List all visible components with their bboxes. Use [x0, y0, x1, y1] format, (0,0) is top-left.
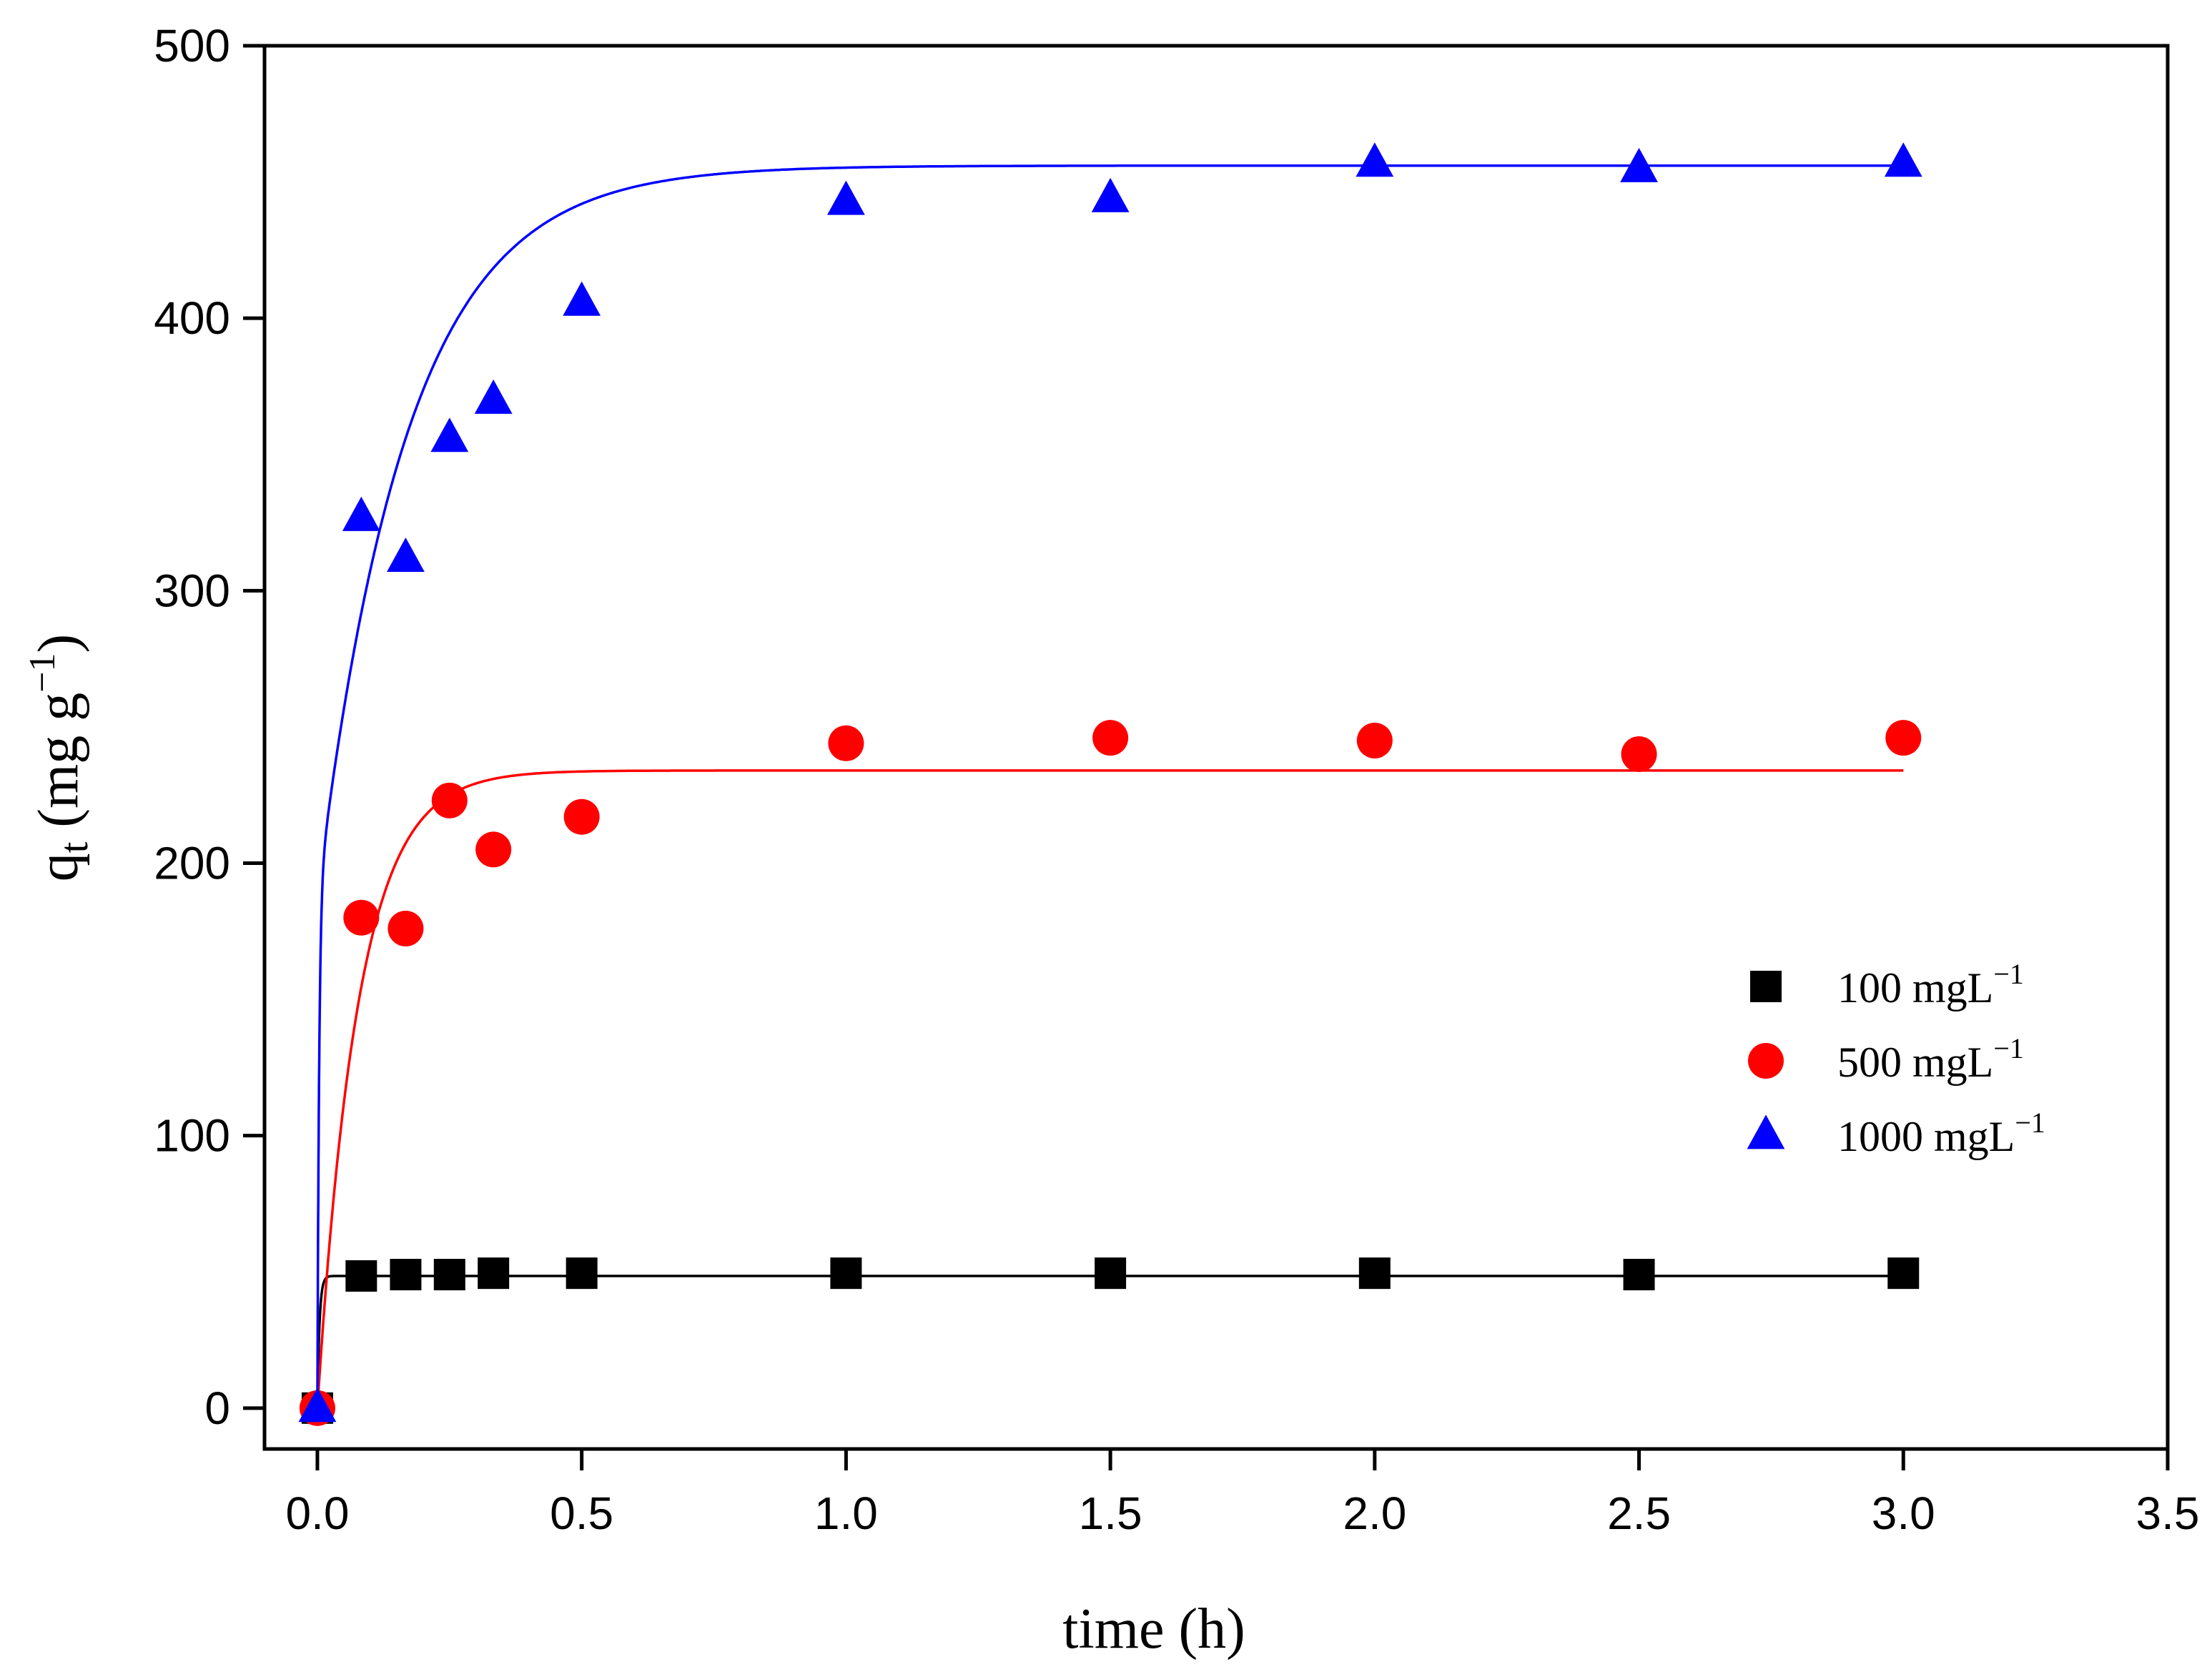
- y-axis-title-base: q: [27, 853, 90, 881]
- legend-label: 100 mgL−1: [1837, 958, 2024, 1011]
- data-point-square: [478, 1257, 510, 1290]
- y-tick-label: 500: [154, 20, 230, 71]
- x-tick-label: 3.5: [2136, 1488, 2200, 1539]
- x-tick-label: 3.0: [1872, 1488, 1935, 1539]
- y-tick-label: 300: [154, 565, 230, 616]
- data-point-triangle: [474, 379, 513, 414]
- legend-label-text: 100 mgL: [1837, 964, 1993, 1011]
- data-point-square: [433, 1259, 465, 1291]
- data-point-triangle: [1091, 177, 1130, 212]
- x-tick-label: 1.5: [1079, 1488, 1142, 1539]
- data-point-triangle: [387, 537, 425, 572]
- legend-label-sup: −1: [2015, 1107, 2045, 1139]
- data-point-square: [1887, 1257, 1920, 1290]
- fit-curve-circle: [316, 769, 1904, 1410]
- y-axis-title-unit-sup: −1: [22, 653, 63, 692]
- legend-label-sup: −1: [1993, 1032, 2024, 1064]
- legend-marker-triangle: [1747, 1114, 1785, 1149]
- x-axis-title: time (h): [1062, 1598, 1245, 1661]
- fit-curve-triangle: [316, 164, 1904, 1408]
- data-point-circle: [475, 831, 512, 868]
- y-axis-title-unit-close: ): [27, 634, 90, 653]
- legend-label: 1000 mgL−1: [1837, 1107, 2045, 1160]
- data-point-circle: [563, 798, 600, 835]
- data-point-square: [566, 1257, 598, 1290]
- legend-label-text: 500 mgL: [1837, 1039, 1993, 1086]
- data-point-square: [1623, 1259, 1655, 1291]
- data-point-square: [345, 1260, 377, 1292]
- legend-marker-square: [1750, 971, 1782, 1002]
- y-axis-title-unit: (mg g: [27, 693, 90, 842]
- data-point-triangle: [298, 1387, 337, 1423]
- data-point-circle: [431, 782, 468, 818]
- data-point-square: [1358, 1257, 1391, 1290]
- y-tick-label: 200: [154, 837, 230, 889]
- data-point-square: [1095, 1257, 1127, 1290]
- data-markers: [298, 142, 1922, 1426]
- x-tick-label: 1.0: [814, 1488, 878, 1539]
- y-tick-label: 100: [154, 1110, 230, 1162]
- x-tick-label: 2.0: [1343, 1488, 1406, 1539]
- data-point-triangle: [1620, 147, 1658, 182]
- data-point-square: [390, 1259, 422, 1291]
- y-tick-label: 400: [154, 292, 230, 344]
- data-point-triangle: [563, 281, 601, 316]
- x-tick-label: 0.0: [285, 1488, 349, 1539]
- data-point-circle: [1885, 720, 1922, 756]
- data-point-circle: [1092, 720, 1129, 756]
- data-point-circle: [1356, 722, 1393, 758]
- y-axis-ticks: 0 100 200 300 400 500: [154, 20, 265, 1434]
- x-tick-label: 0.5: [550, 1488, 613, 1539]
- data-point-circle: [343, 899, 380, 936]
- plot-frame: [262, 44, 2170, 1451]
- legend-label-text: 1000 mgL: [1837, 1113, 2015, 1160]
- data-point-triangle: [826, 180, 865, 215]
- data-point-square: [830, 1257, 862, 1290]
- legend-label-sup: −1: [1993, 958, 2024, 990]
- data-point-triangle: [1356, 142, 1394, 177]
- data-point-triangle: [430, 417, 469, 452]
- y-axis-title: qt (mg g−1): [22, 634, 97, 881]
- y-tick-label: 0: [204, 1382, 230, 1434]
- data-point-triangle: [1884, 142, 1922, 177]
- data-point-triangle: [342, 496, 380, 531]
- data-point-circle: [387, 910, 424, 946]
- data-point-circle: [828, 725, 864, 761]
- legend-marker-circle: [1748, 1043, 1784, 1079]
- data-point-circle: [1621, 736, 1657, 773]
- x-tick-label: 2.5: [1607, 1488, 1671, 1539]
- legend-label: 500 mgL−1: [1837, 1032, 2024, 1086]
- x-axis-ticks: 0.0 0.5 1.0 1.5 2.0 2.5 3.0 3.5: [285, 1449, 2199, 1539]
- y-axis-title-sub: t: [52, 841, 97, 853]
